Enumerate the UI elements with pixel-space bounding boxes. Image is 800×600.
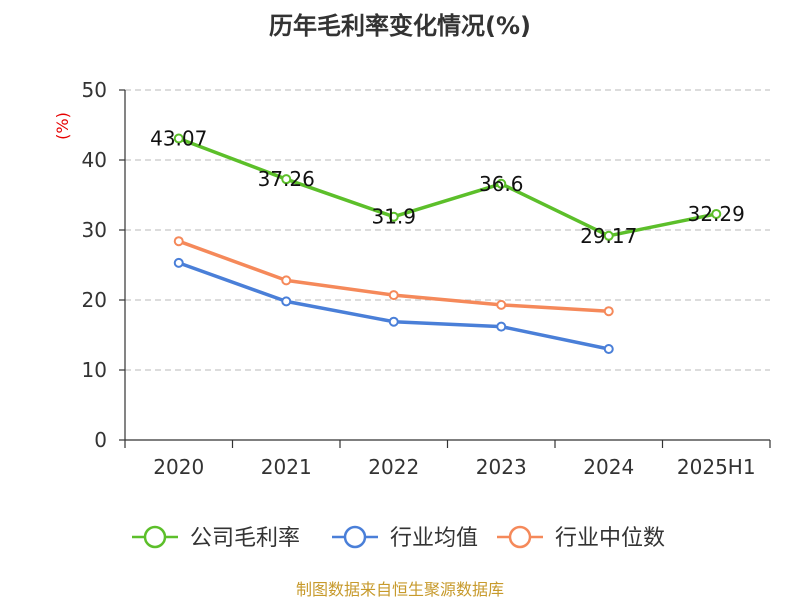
- y-tick-label: 20: [82, 288, 107, 312]
- data-point: [388, 316, 399, 327]
- series-line: [177, 239, 611, 313]
- data-point: [603, 306, 614, 317]
- legend-item: 行业中位数: [497, 525, 665, 551]
- legend-item: 行业均值: [332, 525, 478, 551]
- x-tick-label: 2020: [153, 455, 204, 479]
- axes: 0 10 20 30 40 50 2020 2021 2022 2023 2024 2025H1: [82, 78, 771, 479]
- x-tick-label: 2024: [583, 455, 634, 479]
- data-point: [173, 236, 184, 247]
- data-point: [603, 344, 614, 354]
- data-point: [173, 133, 184, 144]
- data-point: [173, 257, 184, 268]
- data-point: [281, 174, 292, 185]
- legend-swatch-marker: [508, 525, 532, 549]
- data-point: [496, 321, 507, 332]
- data-point: [388, 211, 399, 222]
- y-axis-unit-label: (%): [53, 112, 72, 140]
- legend-label: 行业中位数: [555, 526, 665, 551]
- y-tick-label: 50: [82, 78, 107, 102]
- legend: 公司毛利率 行业均值 行业中位数: [132, 525, 665, 551]
- data-label: 32.29: [688, 202, 745, 226]
- legend-item: 公司毛利率: [132, 525, 300, 551]
- legend-label: 公司毛利率: [190, 526, 300, 551]
- legend-swatch-marker: [143, 525, 167, 549]
- data-labels: 43.07 37.26 31.9 36.6 29.17 32.29: [150, 127, 745, 248]
- data-label: 36.6: [479, 172, 524, 196]
- data-point: [281, 296, 292, 307]
- data-label: 43.07: [150, 127, 207, 151]
- series-line: [177, 136, 718, 238]
- data-label: 37.26: [258, 167, 315, 191]
- data-point: [711, 208, 722, 219]
- y-tick-label: 10: [82, 358, 107, 382]
- y-tick-label: 0: [94, 428, 107, 452]
- data-label: 29.17: [580, 224, 637, 248]
- data-point: [281, 275, 292, 286]
- x-tick-label: 2022: [368, 455, 419, 479]
- x-tick-label: 2025H1: [677, 455, 756, 479]
- data-point: [496, 299, 507, 310]
- legend-swatch-marker: [343, 525, 367, 549]
- data-label: 31.9: [371, 205, 416, 229]
- x-tick-label: 2021: [261, 455, 312, 479]
- chart-title: 历年毛利率变化情况(%): [269, 12, 531, 40]
- data-point: [603, 230, 614, 241]
- y-tick-label: 30: [82, 218, 107, 242]
- data-point: [388, 290, 399, 301]
- y-tick-label: 40: [82, 148, 107, 172]
- x-tick-label: 2023: [476, 455, 527, 479]
- source-note: 制图数据来自恒生聚源数据库: [296, 580, 504, 599]
- grid-lines: [125, 89, 770, 371]
- series-group: [173, 133, 722, 354]
- data-point: [496, 178, 507, 189]
- legend-label: 行业均值: [390, 526, 478, 551]
